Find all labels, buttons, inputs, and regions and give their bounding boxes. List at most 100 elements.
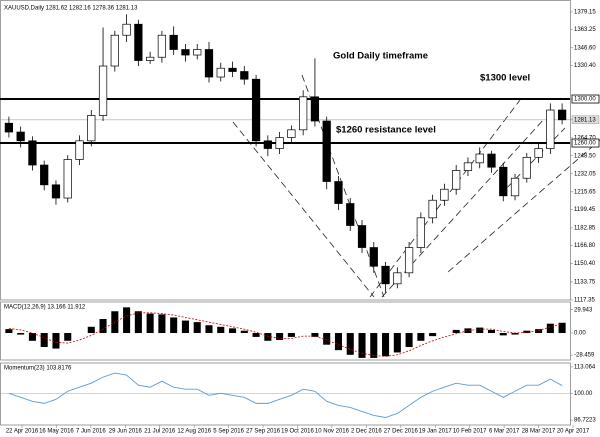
x-tick-label: 28 Mar 2017 [522,429,556,435]
candle-body [416,217,425,248]
candle-body [369,247,378,267]
macd-bar [405,333,413,348]
macd-bar [476,327,484,334]
macd-bar [193,322,201,334]
candle-body [75,140,84,160]
candle-body [98,65,108,116]
y-tick-label: 1346.60 [574,45,596,51]
candle-body [16,131,25,142]
candle-body [87,115,96,142]
y-tick-label: 1215.65 [574,189,596,195]
macd-bar [252,333,260,337]
candle-body [322,120,331,182]
candle-body [4,122,14,133]
x-tick-label: 2 Dec 2016 [351,429,382,435]
candle-body [428,199,437,219]
candle-body [440,188,449,201]
x-tick-label: 7 Jun 2016 [76,429,106,435]
x-tick-label: 19 Jan 2017 [419,429,453,435]
candle-body [216,67,225,78]
macd-bar [5,329,13,334]
candle-body [393,272,402,285]
x-tick-label: 16 May 2016 [39,429,74,435]
y-tick-label: 1260.00 [574,141,596,147]
macd-bar [170,317,178,334]
candle-body [146,56,155,61]
macd-bar [240,330,248,334]
y-tick-label: 1248.50 [574,153,596,159]
candle-body [404,247,414,274]
candle-body [357,225,367,248]
y-tick-label: 1182.85 [574,225,596,231]
macd-bar [287,333,295,337]
candle-body [522,156,531,179]
annotation: $1260 resistance level [336,124,436,135]
trend-line [447,139,600,273]
x-tick-label: 6 Mar 2017 [489,429,520,435]
x-tick-label: 20 Apr 2017 [557,429,590,435]
macd-bar [99,319,107,334]
macd-signal [8,312,563,357]
candle-body [463,162,473,171]
y-tick-label: 100.00 [574,391,593,397]
y-tick-label: -28.459 [574,353,595,359]
y-tick-label: 1232.05 [574,171,596,177]
macd-bar [417,333,425,341]
y-tick-label: 113.064 [574,364,596,370]
candle-body [28,140,37,166]
y-tick-label: 86.7223 [574,418,596,424]
macd-bar [511,333,519,335]
y-tick-label: 0.00 [574,331,586,337]
macd-frame [0,301,571,361]
candle-body [204,49,214,78]
y-tick-label: 1133.75 [574,279,596,285]
y-tick-label: 1300.00 [574,97,596,103]
macd-bar [40,333,48,348]
macd-bar [146,313,154,334]
candle-body [110,34,119,67]
macd-bar [52,333,60,349]
macd-bar [311,333,319,337]
macd-bar [334,333,342,351]
y-tick-label: 1264.70 [574,135,596,141]
y-tick-label: 1379.15 [574,10,596,16]
trend-line [499,127,566,196]
trend-lines [232,74,600,298]
macd-bar [523,330,531,334]
y-tick-label: 1281.13 [574,117,596,123]
momentum-title: Momentum(23) 103.8176 [4,366,72,372]
macd-bar [276,333,284,341]
candle-body [452,170,461,190]
macd-bar [499,333,507,336]
candle-body [134,23,143,61]
candle-body [122,23,131,36]
candle-body [487,153,496,168]
momentum-line [8,372,563,418]
macd-bar [487,329,496,334]
candle-body [157,34,167,58]
candle-body [263,140,272,149]
candle-body [381,265,390,285]
macd-bar [205,325,213,334]
macd-bar [87,326,95,334]
macd-bar [64,333,72,341]
momentum-frame [0,362,571,426]
candle-body [169,34,178,50]
candle-body [299,96,308,131]
candle-body [499,166,508,197]
y-tick-label: 29.943 [574,307,593,313]
x-tick-label: 5 Sep 2016 [213,429,244,435]
x-tick-label: 10 Nov 2016 [315,429,350,435]
macd-bar [264,333,272,341]
macd-bar [558,322,566,334]
macd-bar [546,323,554,334]
candle-body [193,49,202,56]
macd-title: MACD(12,26,9) 13.166 11.912 [4,305,86,311]
macd-bar [382,333,390,357]
macd-bar [17,333,25,335]
x-tick-label: 19 Oct 2016 [281,429,314,435]
y-tick-label: 1363.25 [574,27,596,33]
macd-bar [181,320,189,334]
y-tick-label: 1117.35 [574,298,595,304]
